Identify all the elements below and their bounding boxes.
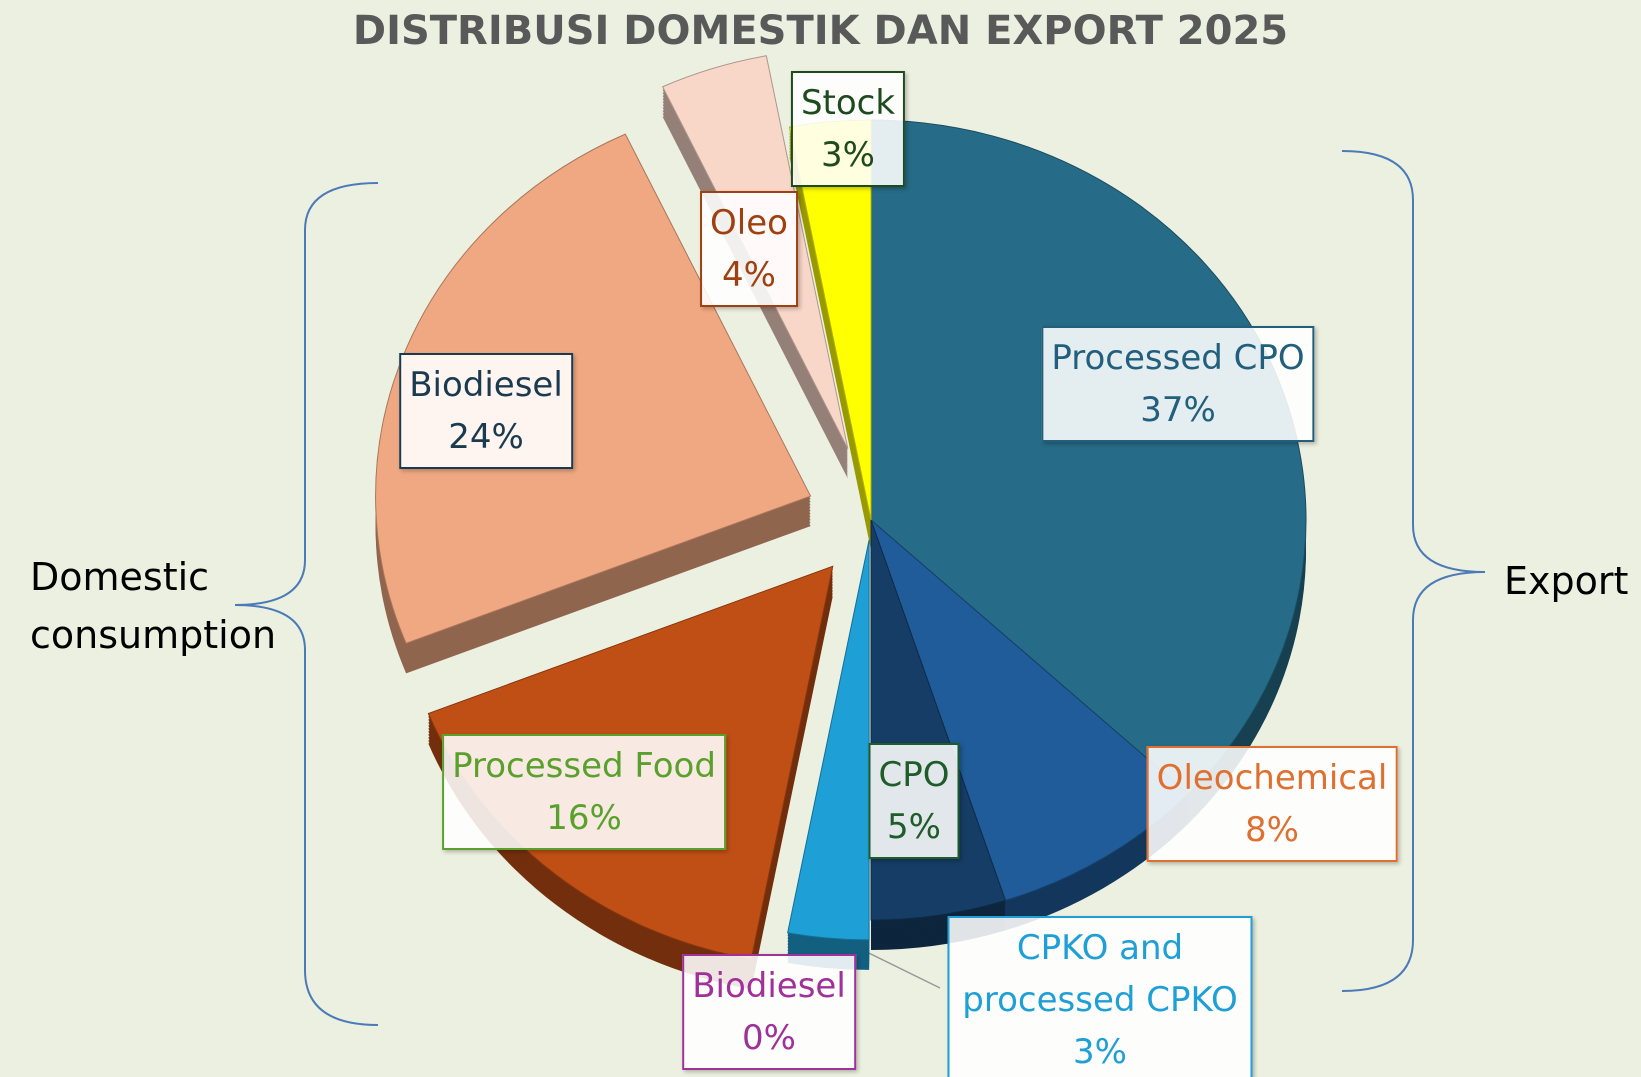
label-value: 5% [887,807,941,847]
annotation: Domestic consumption [30,555,277,657]
label-name: Processed CPO [1051,338,1305,378]
slice [375,133,812,644]
slice [787,539,870,941]
data-label: CPO 5% [868,743,960,859]
annotation: Export [1504,559,1629,603]
label-name: Oleo [710,203,788,243]
chart-title: DISTRIBUSI DOMESTIK DAN EXPORT 2025 [352,8,1289,54]
label-value: 3% [1073,1032,1127,1072]
label-value: 8% [1245,810,1299,850]
data-label: Biodiesel 24% [399,353,573,469]
label-value: 4% [722,255,776,295]
label-name: Processed Food [452,746,716,786]
domestic-brace [234,182,379,1026]
label-name: Biodiesel [409,365,563,405]
label-name: Oleochemical [1156,758,1388,798]
label-name: CPO [878,755,950,795]
label-value: 3% [821,135,875,175]
data-label: Biodiesel 0% [682,954,856,1070]
export-brace [1341,150,1486,992]
label-value: 24% [448,417,524,457]
data-label: CPKO and processed CPKO 3% [947,916,1253,1077]
data-label: Processed Food 16% [442,734,726,850]
label-value: 16% [546,798,622,838]
label-name: Biodiesel [692,966,846,1006]
label-value: 37% [1140,390,1216,430]
label-value: 0% [742,1018,796,1058]
data-label: Oleo 4% [700,191,798,307]
data-label: Oleochemical 8% [1146,746,1398,862]
label-name: Stock [800,83,896,123]
label-name: CPKO and processed CPKO [962,928,1238,1020]
data-label: Processed CPO 37% [1041,326,1315,442]
data-label: Stock 3% [790,71,906,187]
